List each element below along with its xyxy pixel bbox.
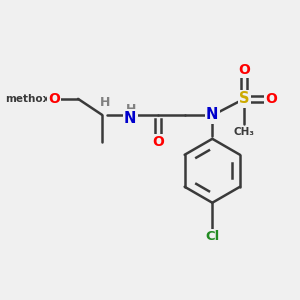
Text: O: O: [152, 135, 164, 149]
Text: Cl: Cl: [205, 230, 219, 243]
Text: S: S: [239, 92, 250, 106]
Text: N: N: [124, 110, 136, 125]
Text: O: O: [238, 63, 250, 77]
Text: N: N: [206, 107, 218, 122]
Text: CH₃: CH₃: [234, 128, 255, 137]
Text: methoxy: methoxy: [5, 94, 56, 104]
Text: O: O: [266, 92, 278, 106]
Text: H: H: [99, 96, 110, 109]
Text: O: O: [48, 92, 60, 106]
Text: H: H: [126, 103, 136, 116]
